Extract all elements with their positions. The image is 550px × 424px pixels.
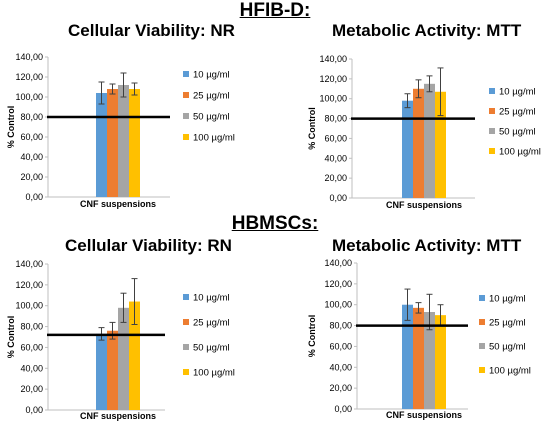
y-tick-label: 40,00 bbox=[329, 362, 352, 372]
y-tick-label: 0,00 bbox=[329, 193, 347, 203]
legend-label: 25 µg/ml bbox=[193, 91, 230, 102]
section-title-hbmscs: HBMSCs: bbox=[231, 213, 319, 234]
legend-swatch bbox=[183, 92, 189, 98]
legend-swatch bbox=[183, 369, 189, 375]
legend-label: 50 µg/ml bbox=[193, 112, 230, 123]
legend-label: 25 µg/ml bbox=[489, 318, 526, 329]
legend-label: 100 µg/ml bbox=[499, 147, 541, 158]
chart-title-2: Metabolic Activity: MTT bbox=[332, 21, 522, 40]
y-tick-label: 140,00 bbox=[15, 52, 43, 62]
legend-label: 25 µg/ml bbox=[193, 318, 230, 329]
y-tick-label: 120,00 bbox=[15, 72, 43, 82]
bar-100gml bbox=[435, 315, 446, 409]
bar-50gml bbox=[424, 83, 435, 198]
y-tick-label: 60,00 bbox=[20, 132, 43, 142]
legend-swatch bbox=[489, 128, 495, 134]
x-category-label: CNF suspensions bbox=[80, 199, 156, 209]
legend-label: 100 µg/ml bbox=[193, 133, 235, 144]
y-tick-label: 80,00 bbox=[329, 321, 352, 331]
y-axis-label: % Control bbox=[6, 106, 16, 149]
legend-swatch bbox=[489, 88, 495, 94]
legend-swatch bbox=[489, 108, 495, 114]
y-axis-label: % Control bbox=[307, 315, 317, 358]
legend-swatch bbox=[183, 344, 189, 350]
bar-10gml bbox=[402, 100, 413, 198]
y-tick-label: 100,00 bbox=[319, 94, 347, 104]
bar-10gml bbox=[402, 304, 413, 409]
y-tick-label: 80,00 bbox=[324, 114, 347, 124]
legend-swatch bbox=[183, 71, 189, 77]
bar-25gml bbox=[107, 89, 118, 197]
legend-swatch bbox=[479, 295, 485, 301]
bar-100gml bbox=[129, 89, 140, 197]
legend-swatch bbox=[183, 134, 189, 140]
y-tick-label: 0,00 bbox=[334, 404, 352, 414]
y-tick-label: 40,00 bbox=[324, 153, 347, 163]
y-tick-label: 40,00 bbox=[20, 363, 43, 373]
legend-swatch bbox=[479, 367, 485, 373]
chart-title-4: Metabolic Activity: MTT bbox=[332, 236, 522, 255]
legend-label: 10 µg/ml bbox=[193, 293, 230, 304]
y-tick-label: 60,00 bbox=[324, 133, 347, 143]
y-tick-label: 80,00 bbox=[20, 322, 43, 332]
y-tick-label: 40,00 bbox=[20, 152, 43, 162]
bar-25gml bbox=[413, 88, 424, 198]
y-tick-label: 120,00 bbox=[15, 280, 43, 290]
chart-title-1: Cellular Viability: NR bbox=[68, 21, 235, 40]
legend-label: 100 µg/ml bbox=[193, 368, 235, 379]
legend-label: 50 µg/ml bbox=[499, 127, 536, 138]
x-category-label: CNF suspensions bbox=[386, 200, 462, 210]
bar-100gml bbox=[129, 301, 140, 410]
legend-label: 10 µg/ml bbox=[193, 70, 230, 81]
legend-swatch bbox=[479, 319, 485, 325]
y-tick-label: 100,00 bbox=[15, 301, 43, 311]
y-tick-label: 20,00 bbox=[20, 172, 43, 182]
bar-25gml bbox=[413, 307, 424, 409]
y-tick-label: 60,00 bbox=[329, 341, 352, 351]
legend-label: 10 µg/ml bbox=[489, 294, 526, 305]
legend-swatch bbox=[183, 113, 189, 119]
bar-50gml bbox=[118, 307, 129, 410]
y-tick-label: 140,00 bbox=[319, 54, 347, 64]
y-tick-label: 0,00 bbox=[25, 405, 43, 415]
x-category-label: CNF suspensions bbox=[80, 411, 156, 421]
section-title-hfib-d: HFIB-D: bbox=[239, 0, 311, 21]
y-tick-label: 20,00 bbox=[329, 383, 352, 393]
legend-swatch bbox=[489, 148, 495, 154]
legend-swatch bbox=[479, 343, 485, 349]
legend-label: 25 µg/ml bbox=[499, 107, 536, 118]
y-tick-label: 120,00 bbox=[324, 279, 352, 289]
legend-label: 50 µg/ml bbox=[193, 343, 230, 354]
bar-50gml bbox=[424, 312, 435, 409]
legend-swatch bbox=[183, 319, 189, 325]
y-tick-label: 100,00 bbox=[15, 92, 43, 102]
bar-50gml bbox=[118, 85, 129, 197]
x-category-label: CNF suspensions bbox=[386, 410, 462, 420]
bar-25gml bbox=[107, 330, 118, 410]
legend-label: 10 µg/ml bbox=[499, 87, 536, 98]
y-tick-label: 20,00 bbox=[324, 173, 347, 183]
chart-4-plot: 0,00 20,00 40,00 60,00 80,00 100,00 120,00 140,… bbox=[307, 258, 531, 420]
bar-10gml bbox=[96, 93, 107, 197]
legend-label: 50 µg/ml bbox=[489, 342, 526, 353]
y-tick-label: 60,00 bbox=[20, 342, 43, 352]
bar-10gml bbox=[96, 333, 107, 410]
y-tick-label: 0,00 bbox=[25, 192, 43, 202]
chart-1-plot: 0,00 20,00 40,00 60,00 80,00 100,00 120,00 140,… bbox=[6, 52, 235, 209]
bar-100gml bbox=[435, 91, 446, 198]
chart-2-plot: 0,00 20,00 40,00 60,00 80,00 100,00 120,00 140,… bbox=[307, 54, 541, 210]
y-axis-label: % Control bbox=[6, 316, 16, 359]
y-tick-label: 140,00 bbox=[15, 259, 43, 269]
y-tick-label: 100,00 bbox=[324, 300, 352, 310]
legend-label: 100 µg/ml bbox=[489, 366, 531, 377]
y-tick-label: 120,00 bbox=[319, 74, 347, 84]
y-tick-label: 140,00 bbox=[324, 258, 352, 268]
y-axis-label: % Control bbox=[307, 107, 317, 150]
chart-title-3: Cellular Viability: RN bbox=[65, 236, 232, 255]
y-tick-label: 80,00 bbox=[20, 112, 43, 122]
y-tick-label: 20,00 bbox=[20, 384, 43, 394]
chart-3-plot: 0,00 20,00 40,00 60,00 80,00 100,00 120,00 140,… bbox=[6, 259, 235, 421]
legend-swatch bbox=[183, 294, 189, 300]
